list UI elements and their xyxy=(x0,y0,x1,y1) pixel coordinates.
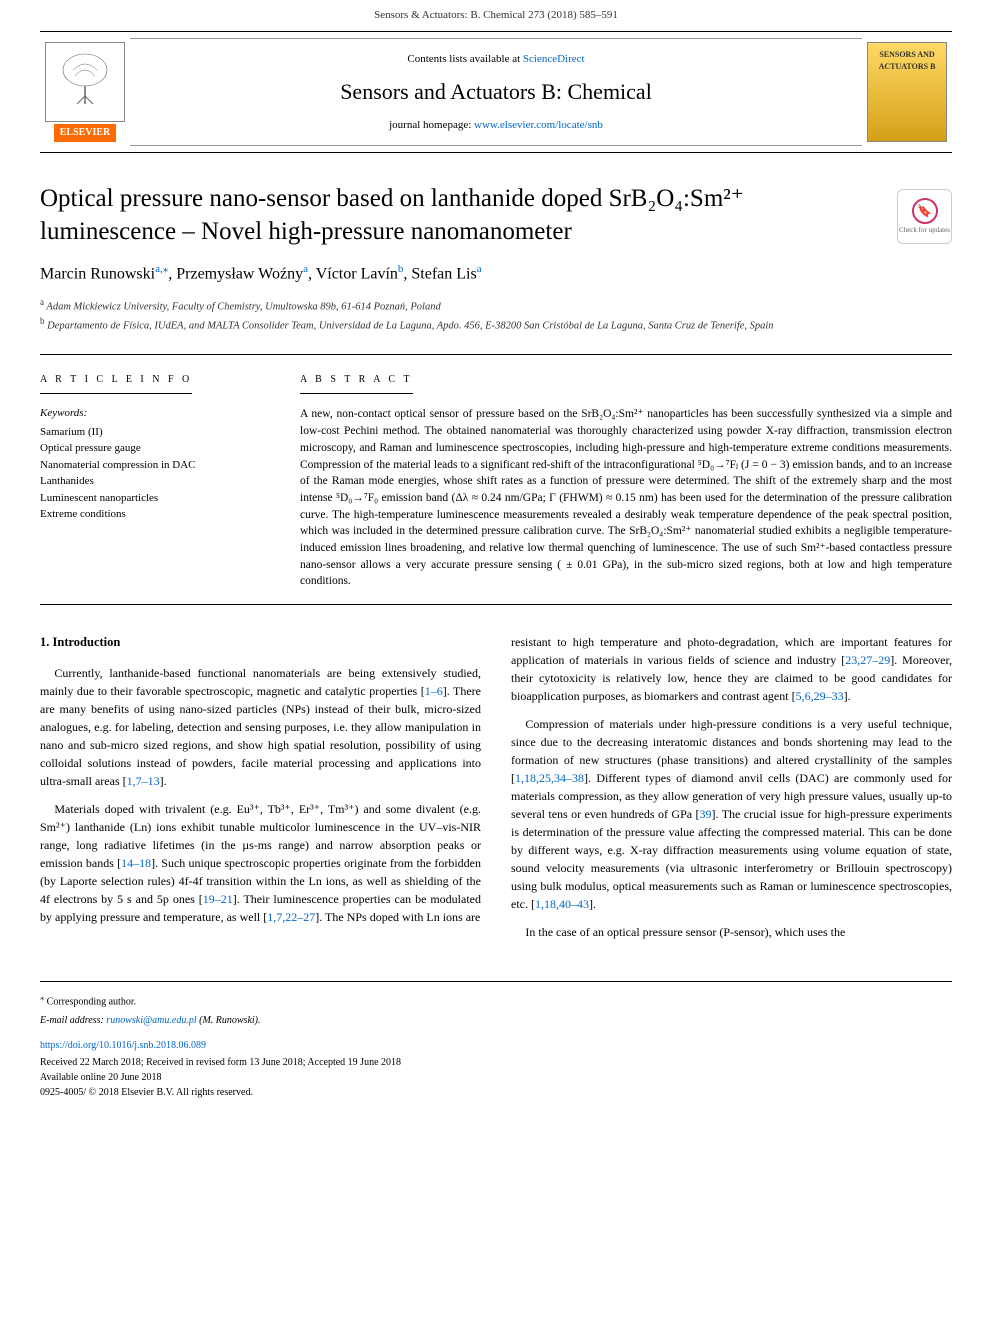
homepage-link[interactable]: www.elsevier.com/locate/snb xyxy=(474,119,603,131)
email-note: E-mail address: runowski@amu.edu.pl (M. … xyxy=(40,1013,952,1028)
author-4: , Stefan Lis xyxy=(403,266,476,283)
ref-link[interactable]: 39 xyxy=(700,807,712,821)
ref-link[interactable]: 1,7–13 xyxy=(127,774,160,788)
publisher-name: ELSEVIER xyxy=(54,124,117,142)
paragraph: resistant to high temperature and photo-… xyxy=(511,633,952,705)
citation-text: Sensors & Actuators: B. Chemical 273 (20… xyxy=(374,9,618,21)
email-link[interactable]: runowski@amu.edu.pl xyxy=(106,1015,196,1026)
section-number: 1. xyxy=(40,635,49,649)
keyword-item: Optical pressure gauge xyxy=(40,440,270,457)
paragraph: Materials doped with trivalent (e.g. Eu³… xyxy=(40,800,481,926)
author-2: , Przemysław Woźny xyxy=(168,266,303,283)
cover-text: SENSORS AND ACTUATORS B xyxy=(874,49,940,71)
article-info-label: A R T I C L E I N F O xyxy=(40,373,192,394)
homepage-line: journal homepage: www.elsevier.com/locat… xyxy=(130,118,862,133)
ref-link[interactable]: 1,18,40–43 xyxy=(535,897,589,911)
ref-link[interactable]: 23,27–29 xyxy=(845,653,890,667)
ref-link[interactable]: 1–6 xyxy=(425,684,443,698)
article-info: A R T I C L E I N F O Keywords: Samarium… xyxy=(40,369,270,589)
corresponding-note: ⁎ Corresponding author. xyxy=(40,992,952,1009)
email-label: E-mail address: xyxy=(40,1015,106,1026)
contents-line: Contents lists available at ScienceDirec… xyxy=(130,52,862,67)
ref-link[interactable]: 1,18,25,34–38 xyxy=(515,771,584,785)
abstract-text: A new, non-contact optical sensor of pre… xyxy=(300,406,952,589)
aff-b-text: Departamento de Física, IUdEA, and MALTA… xyxy=(45,321,774,332)
publisher-logo: ELSEVIER xyxy=(40,38,130,146)
affiliations: a Adam Mickiewicz University, Faculty of… xyxy=(40,296,952,334)
keywords-label: Keywords: xyxy=(40,406,270,421)
section-heading: 1. Introduction xyxy=(40,633,481,652)
article-header: 🔖 Check for updates Optical pressure nan… xyxy=(40,183,952,334)
received-dates: Received 22 March 2018; Received in revi… xyxy=(40,1055,952,1070)
abstract: A B S T R A C T A new, non-contact optic… xyxy=(300,369,952,589)
keyword-item: Extreme conditions xyxy=(40,506,270,523)
running-header: Sensors & Actuators: B. Chemical 273 (20… xyxy=(0,0,992,31)
sciencedirect-link[interactable]: ScienceDirect xyxy=(523,53,585,65)
abstract-label: A B S T R A C T xyxy=(300,373,413,394)
column-left: 1. Introduction Currently, lanthanide-ba… xyxy=(40,633,481,951)
ref-link[interactable]: 14–18 xyxy=(121,856,151,870)
authors: Marcin Runowskia,⁎, Przemysław Woźnya, V… xyxy=(40,262,952,286)
keyword-item: Luminescent nanoparticles xyxy=(40,490,270,507)
bookmark-icon: 🔖 xyxy=(912,198,938,224)
doi-link[interactable]: https://doi.org/10.1016/j.snb.2018.06.08… xyxy=(40,1040,206,1051)
copyright: 0925-4005/ © 2018 Elsevier B.V. All righ… xyxy=(40,1085,952,1100)
article-title: Optical pressure nano-sensor based on la… xyxy=(40,183,952,248)
journal-cover: SENSORS AND ACTUATORS B xyxy=(862,38,952,146)
paragraph: Compression of materials under high-pres… xyxy=(511,715,952,913)
author-3: , Víctor Lavín xyxy=(308,266,398,283)
keywords-list: Samarium (II) Optical pressure gauge Nan… xyxy=(40,424,270,523)
elsevier-tree-icon xyxy=(45,42,125,122)
doi: https://doi.org/10.1016/j.snb.2018.06.08… xyxy=(40,1038,952,1053)
email-suffix: (M. Runowski). xyxy=(197,1015,261,1026)
info-abstract-row: A R T I C L E I N F O Keywords: Samarium… xyxy=(40,354,952,604)
affiliation-b: b Departamento de Física, IUdEA, and MAL… xyxy=(40,315,952,334)
check-updates-badge[interactable]: 🔖 Check for updates xyxy=(897,189,952,244)
section-title: Introduction xyxy=(53,635,121,649)
journal-banner: ELSEVIER Contents lists available at Sci… xyxy=(40,31,952,153)
footer: ⁎ Corresponding author. E-mail address: … xyxy=(40,981,952,1100)
ref-link[interactable]: 1,7,22–27 xyxy=(267,910,315,924)
ref-link[interactable]: 5,6,29–33 xyxy=(796,689,844,703)
keyword-item: Nanomaterial compression in DAC xyxy=(40,457,270,474)
keyword-item: Lanthanides xyxy=(40,473,270,490)
ref-link[interactable]: 19–21 xyxy=(203,892,233,906)
banner-center: Contents lists available at ScienceDirec… xyxy=(130,38,862,146)
column-right: resistant to high temperature and photo-… xyxy=(511,633,952,951)
author-1: Marcin Runowski xyxy=(40,266,155,283)
corr-text: Corresponding author. xyxy=(44,996,136,1007)
paragraph: In the case of an optical pressure senso… xyxy=(511,923,952,941)
keyword-item: Samarium (II) xyxy=(40,424,270,441)
homepage-prefix: journal homepage: xyxy=(389,119,474,131)
body-columns: 1. Introduction Currently, lanthanide-ba… xyxy=(40,633,952,951)
cover-thumbnail: SENSORS AND ACTUATORS B xyxy=(867,42,947,142)
affiliation-a: a Adam Mickiewicz University, Faculty of… xyxy=(40,296,952,315)
author-1-aff: a, xyxy=(155,263,163,275)
contents-prefix: Contents lists available at xyxy=(407,53,522,65)
check-updates-label: Check for updates xyxy=(899,226,950,236)
aff-a-text: Adam Mickiewicz University, Faculty of C… xyxy=(44,302,441,313)
journal-title: Sensors and Actuators B: Chemical xyxy=(130,77,862,108)
paragraph: Currently, lanthanide-based functional n… xyxy=(40,664,481,790)
author-4-aff: a xyxy=(477,263,482,275)
available-date: Available online 20 June 2018 xyxy=(40,1070,952,1085)
